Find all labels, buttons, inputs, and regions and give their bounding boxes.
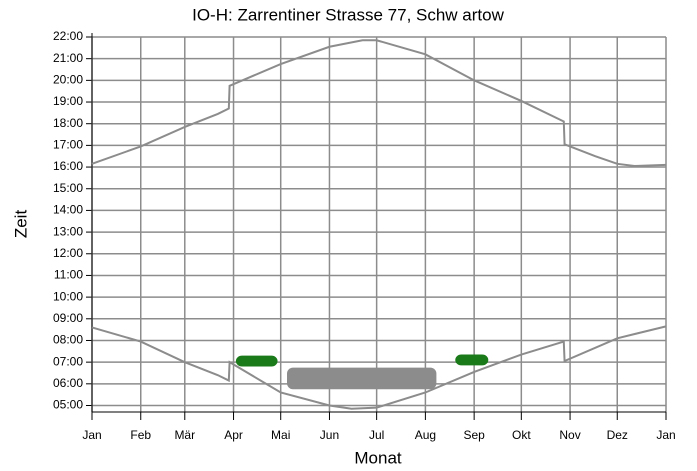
x-tick-label: Feb <box>130 428 151 442</box>
shadow-area <box>235 355 278 367</box>
y-tick-label: 10:00 <box>53 289 83 303</box>
y-tick-label: 06:00 <box>53 376 83 390</box>
y-tick-label: 09:00 <box>53 311 83 325</box>
x-tick-label: Apr <box>224 428 243 442</box>
chart-title: IO-H: Zarrentiner Strasse 77, Schw artow <box>192 5 504 24</box>
line <box>91 39 667 167</box>
x-tick-label: Mär <box>174 428 195 442</box>
y-tick-label: 22:00 <box>53 29 83 43</box>
y-tick-label: 12:00 <box>53 246 83 260</box>
y-tick-label: 15:00 <box>53 181 83 195</box>
y-tick-label: 11:00 <box>54 268 83 282</box>
y-tick-label: 19:00 <box>53 94 83 108</box>
y-tick-label: 07:00 <box>53 354 83 368</box>
y-tick-label: 21:00 <box>53 51 83 65</box>
x-tick-label: Nov <box>559 428 580 442</box>
x-tick-label: Jun <box>320 428 339 442</box>
x-tick-label: Mai <box>271 428 290 442</box>
x-tick-label: Aug <box>415 428 436 442</box>
y-tick-label: 08:00 <box>53 333 83 347</box>
x-axis-label: Monat <box>354 448 402 467</box>
x-tick-label: Jan <box>656 428 675 442</box>
y-tick-label: 05:00 <box>53 398 83 412</box>
shadow-area <box>455 354 489 366</box>
y-tick-label: 13:00 <box>53 224 83 238</box>
y-tick-label: 16:00 <box>53 159 83 173</box>
y-tick-label: 14:00 <box>53 203 83 217</box>
y-tick-label: 18:00 <box>53 116 83 130</box>
y-tick-label: 17:00 <box>53 138 83 152</box>
y-tick-label: 20:00 <box>53 73 83 87</box>
y-axis-label: Zeit <box>11 210 30 239</box>
x-tick-label: Sep <box>463 428 485 442</box>
x-tick-label: Okt <box>512 428 531 442</box>
x-tick-label: Dez <box>607 428 628 442</box>
line <box>91 325 667 410</box>
x-tick-label: Jul <box>369 428 384 442</box>
x-tick-label: Jan <box>82 428 101 442</box>
shadow-area <box>287 367 437 390</box>
